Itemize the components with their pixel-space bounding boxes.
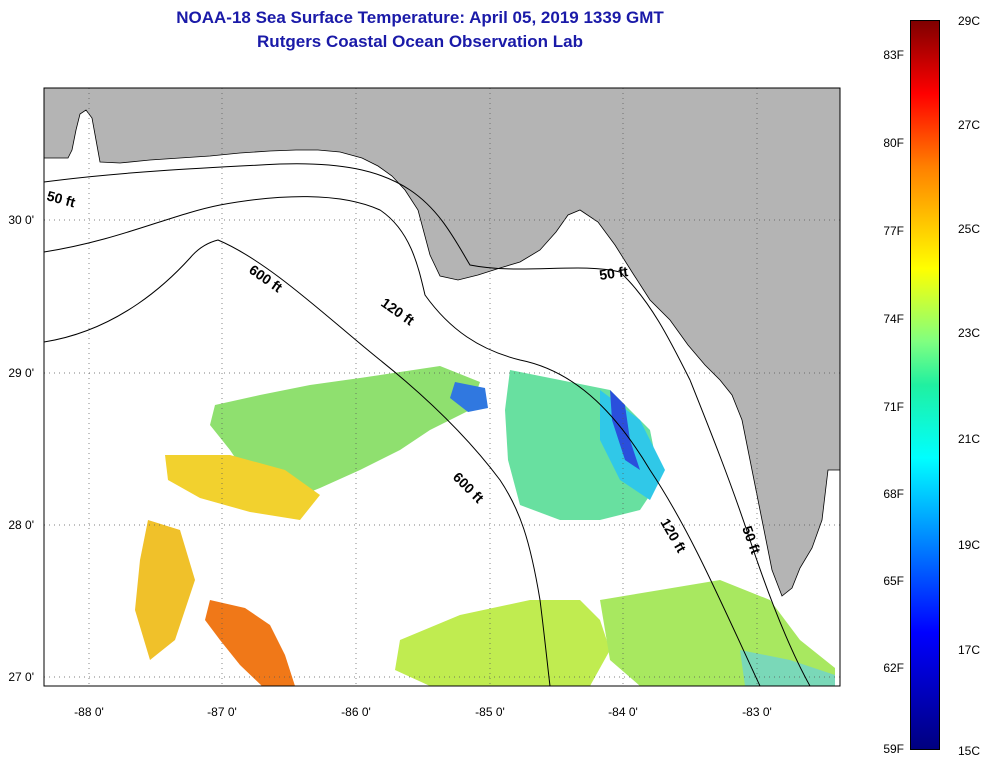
lat-tick: 27 0': [8, 670, 34, 684]
colorbar-label-c: 23C: [958, 326, 981, 340]
colorbar-label-c: 29C: [958, 14, 981, 28]
land-mass: [44, 88, 840, 597]
colorbar-label-f: 80F: [883, 136, 904, 150]
colorbar-label-c: 15C: [958, 744, 981, 758]
lon-tick: -85 0': [475, 705, 505, 719]
map-title: NOAA-18 Sea Surface Temperature: April 0…: [176, 8, 664, 27]
colorbar-label-f: 62F: [883, 661, 904, 675]
colorbar-label-f: 59F: [883, 742, 904, 756]
lon-tick: -83 0': [742, 705, 772, 719]
map-frame: [43, 87, 841, 687]
contour-label: 50 ft: [45, 187, 77, 210]
colorbar-label-c: 17C: [958, 643, 981, 657]
colorbar-label-c: 25C: [958, 222, 981, 236]
colorbar-label-f: 71F: [883, 400, 904, 414]
colorbar-label-f: 77F: [883, 224, 904, 238]
lat-tick: 30 0': [8, 213, 34, 227]
sst-patches: [135, 366, 835, 686]
lon-tick: -86 0': [341, 705, 371, 719]
temperature-colorbar: [910, 20, 940, 750]
lat-tick: 29 0': [8, 366, 34, 380]
colorbar-label-f: 74F: [883, 312, 904, 326]
colorbar-label-f: 65F: [883, 574, 904, 588]
lon-tick: -88 0': [74, 705, 104, 719]
colorbar-label-c: 21C: [958, 432, 981, 446]
depth-contours: [44, 163, 811, 686]
colorbar-label-c: 19C: [958, 538, 981, 552]
map-subtitle: Rutgers Coastal Ocean Observation Lab: [257, 32, 583, 51]
lon-tick: -87 0': [207, 705, 237, 719]
colorbar-label-c: 27C: [958, 118, 981, 132]
contour-label: 50 ft: [598, 263, 629, 283]
colorbar-label-f: 68F: [883, 487, 904, 501]
colorbar-label-f: 83F: [883, 48, 904, 62]
lat-tick: 28 0': [8, 518, 34, 532]
lon-tick: -84 0': [608, 705, 638, 719]
